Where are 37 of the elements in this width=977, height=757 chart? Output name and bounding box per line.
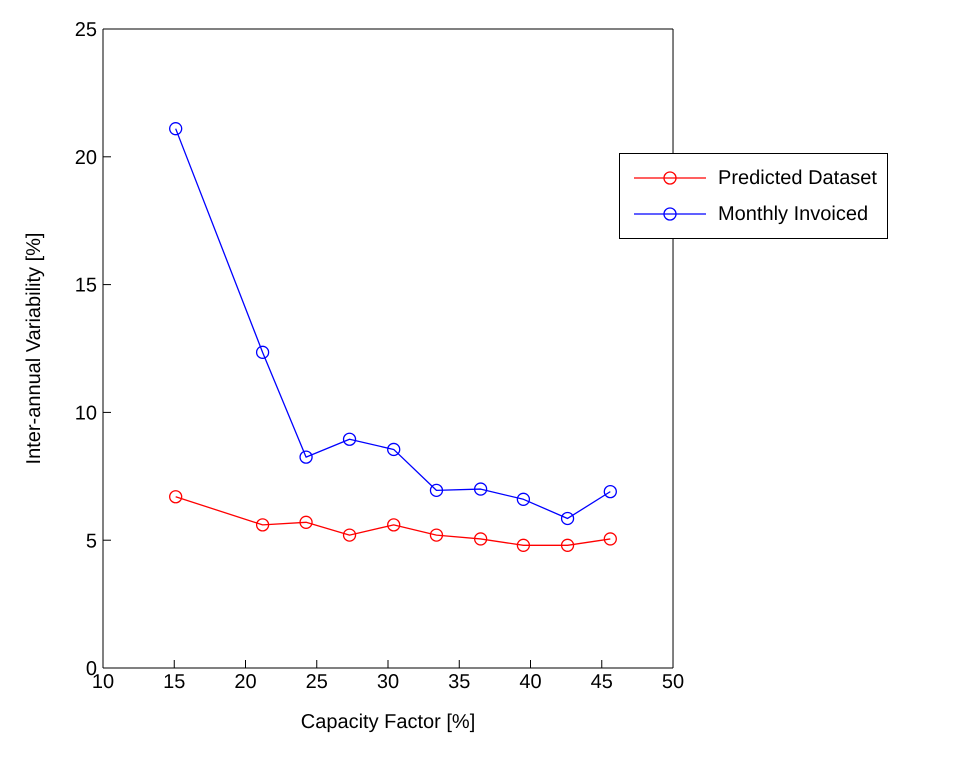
point <box>342 432 356 446</box>
y-tick-label: 25 <box>74 19 97 42</box>
point <box>604 532 617 546</box>
point <box>474 482 488 496</box>
point <box>299 516 313 529</box>
point <box>387 442 400 456</box>
point <box>560 538 574 552</box>
point <box>560 512 574 526</box>
point <box>474 532 488 546</box>
x-tick-label: 45 <box>590 671 613 694</box>
point <box>430 484 444 498</box>
x-axis-title: Capacity Factor [%] <box>300 711 476 733</box>
point <box>256 346 270 359</box>
x-tick-label: 15 <box>163 671 186 694</box>
point <box>604 484 617 498</box>
x-tick-label: 25 <box>306 671 328 694</box>
y-axis-title: Inter-annual Variability [%] <box>23 232 46 464</box>
y-tick-label: 15 <box>74 274 97 297</box>
point <box>516 538 530 552</box>
y-tick-label: 5 <box>86 530 97 552</box>
point <box>387 518 400 532</box>
legend-label: Predicted Dataset <box>718 166 877 190</box>
point <box>169 122 182 136</box>
point <box>299 450 313 464</box>
point <box>430 528 444 542</box>
y-tick-label: 10 <box>74 402 97 424</box>
legend-label: Monthly Invoiced <box>718 202 868 226</box>
x-tick-label: 20 <box>234 671 257 694</box>
y-tick-label: 20 <box>74 146 97 169</box>
point <box>256 518 270 532</box>
point <box>342 528 356 542</box>
x-tick-label: 35 <box>448 671 470 694</box>
x-tick-label: 40 <box>519 671 542 694</box>
x-tick-label: 30 <box>376 671 400 694</box>
point <box>169 490 182 504</box>
point <box>516 492 530 506</box>
x-tick-label: 50 <box>662 671 684 694</box>
